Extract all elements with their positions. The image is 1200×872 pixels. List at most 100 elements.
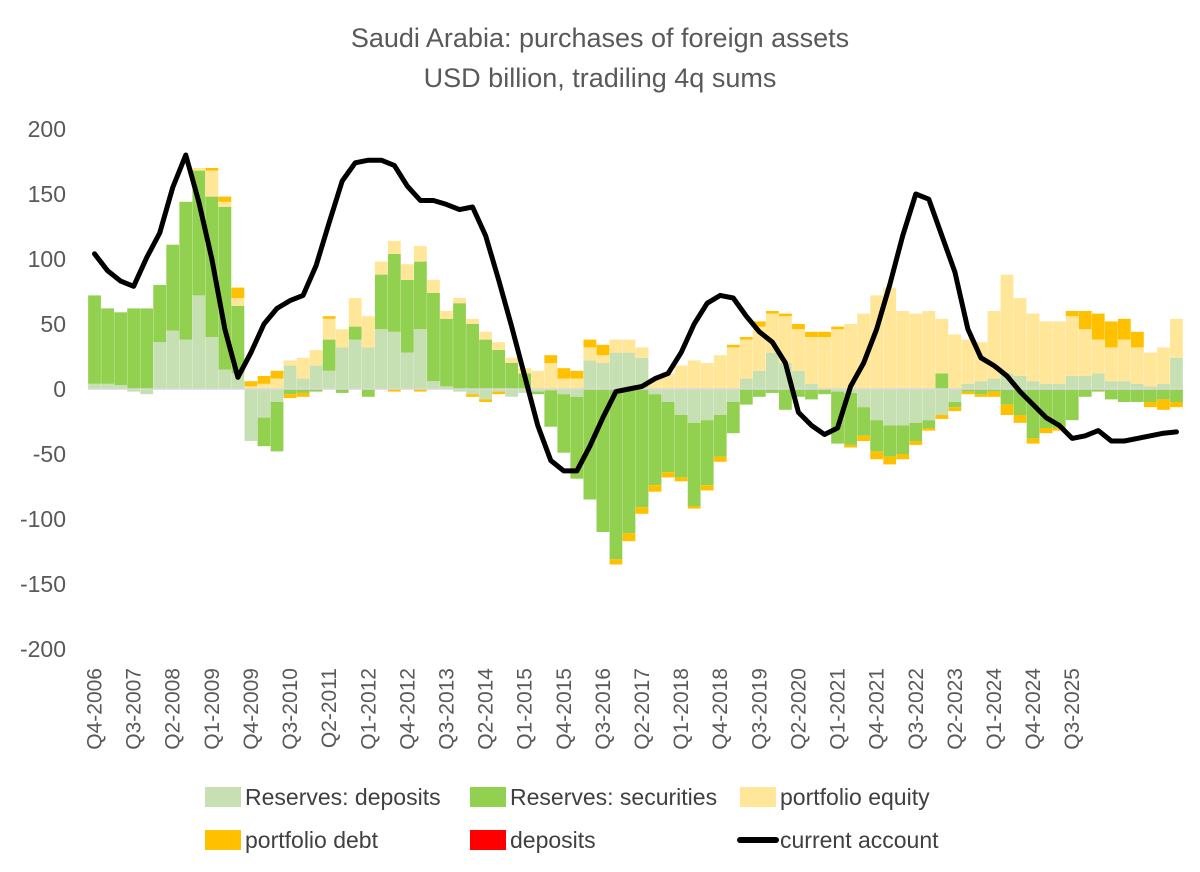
bar-segment-reserves-deposits xyxy=(309,365,323,389)
bar-segment-portfolio-debt xyxy=(1039,428,1053,434)
bar-segment-portfolio-debt xyxy=(270,370,284,379)
current-account-line-group xyxy=(92,152,1179,474)
bar-segment-reserves-deposits xyxy=(505,389,519,397)
bar-segment-portfolio-debt xyxy=(739,337,753,340)
bar-segment-portfolio-debt xyxy=(765,311,779,314)
bar-segment-portfolio-debt xyxy=(583,339,597,348)
x-tick-label: Q4-2021 xyxy=(866,668,889,750)
bar-segment-reserves-deposits xyxy=(531,389,545,392)
bar-segment-reserves-deposits xyxy=(244,389,258,441)
bar-segment-reserves-deposits xyxy=(805,383,818,389)
bar-segment-reserves-securities xyxy=(492,350,506,389)
bar-segment-portfolio-equity xyxy=(348,298,362,327)
bar-segment-reserves-deposits xyxy=(192,295,206,389)
bar-segment-reserves-securities xyxy=(870,420,884,452)
bar-segment-reserves-securities xyxy=(883,425,897,457)
bar-segment-portfolio-debt xyxy=(596,344,610,356)
bar-segment-reserves-securities xyxy=(1130,389,1144,402)
bar-segment-portfolio-debt xyxy=(283,394,297,399)
bar-segment-reserves-deposits xyxy=(231,373,245,389)
bar-segment-portfolio-equity xyxy=(831,329,844,389)
bar-segment-reserves-securities xyxy=(726,402,740,434)
bar-segment-portfolio-debt xyxy=(296,392,310,397)
bar-segment-portfolio-debt xyxy=(1000,404,1014,415)
bar-segment-reserves-securities xyxy=(505,363,519,389)
bar-segment-reserves-securities xyxy=(844,392,857,445)
x-tick-label: Q3-2016 xyxy=(592,668,615,750)
bar-segment-portfolio-equity xyxy=(479,331,492,340)
bar-segment-portfolio-debt xyxy=(1104,321,1118,348)
bar-segment-portfolio-equity xyxy=(1065,316,1079,376)
bar-segment-reserves-deposits xyxy=(557,389,571,395)
x-tick-label: Q3-2013 xyxy=(435,668,458,750)
bar-segment-portfolio-debt xyxy=(792,324,805,330)
x-tick-label: Q4-2015 xyxy=(553,668,576,750)
bar-segment-reserves-securities xyxy=(270,402,284,452)
x-tick-label: Q1-2009 xyxy=(201,668,224,750)
bar-segment-portfolio-equity xyxy=(544,363,558,389)
bar-segment-portfolio-debt xyxy=(844,444,857,448)
x-tick-label: Q1-2021 xyxy=(827,668,850,750)
bar-segment-portfolio-equity xyxy=(1013,298,1027,376)
bar-segment-reserves-deposits xyxy=(1065,376,1079,389)
bar-segment-reserves-securities xyxy=(88,295,101,384)
bar-segment-reserves-deposits xyxy=(831,389,844,392)
bar-segment-reserves-securities xyxy=(1065,389,1079,421)
bar-segment-portfolio-equity xyxy=(961,339,975,384)
bar-segment-portfolio-equity xyxy=(674,365,688,389)
bar-segment-portfolio-equity xyxy=(583,347,597,361)
legend-item: Reserves: deposits xyxy=(205,784,441,810)
bar-segment-reserves-deposits xyxy=(440,386,453,389)
bar-segment-reserves-securities xyxy=(166,244,180,331)
bar-segment-portfolio-debt xyxy=(831,326,844,330)
bar-segment-reserves-securities xyxy=(700,420,714,486)
bar-segment-reserves-deposits xyxy=(792,370,805,389)
bar-segment-portfolio-equity xyxy=(414,246,427,262)
bar-segment-reserves-securities xyxy=(674,415,688,478)
bar-segment-portfolio-debt xyxy=(1130,331,1144,348)
bar-segment-reserves-securities xyxy=(739,389,753,405)
bar-segment-portfolio-debt xyxy=(205,168,219,171)
bar-segment-portfolio-equity xyxy=(1130,347,1144,384)
x-tick-label: Q3-2007 xyxy=(123,668,146,750)
bar-segment-reserves-deposits xyxy=(140,389,154,395)
bar-segment-portfolio-debt xyxy=(870,451,884,460)
bar-segment-portfolio-debt xyxy=(244,381,258,387)
x-tick-label: Q4-2009 xyxy=(240,668,263,750)
y-tick-label: 0 xyxy=(53,376,66,402)
bar-segment-reserves-securities xyxy=(687,422,701,506)
bar-segment-portfolio-debt xyxy=(974,394,988,397)
bar-segment-portfolio-equity xyxy=(713,355,727,389)
bar-segment-portfolio-debt xyxy=(1065,311,1079,317)
bar-segment-portfolio-debt xyxy=(1091,313,1105,340)
bar-segment-portfolio-debt xyxy=(622,533,636,542)
x-tick-label: Q4-2024 xyxy=(1022,668,1045,750)
bar-segment-portfolio-debt xyxy=(909,441,923,445)
bar-segment-portfolio-debt xyxy=(805,331,818,337)
bar-segment-portfolio-equity xyxy=(739,339,753,379)
x-tick-label: Q4-2012 xyxy=(396,668,419,750)
bar-segment-reserves-deposits xyxy=(896,389,910,426)
bar-series-group xyxy=(88,168,1183,565)
bar-segment-portfolio-debt xyxy=(414,389,427,392)
bar-segment-portfolio-debt xyxy=(648,485,662,492)
bar-segment-portfolio-equity xyxy=(505,357,519,363)
bar-segment-reserves-deposits xyxy=(870,389,884,421)
bar-segment-reserves-deposits xyxy=(935,389,949,415)
bar-segment-reserves-deposits xyxy=(661,389,675,402)
bar-segment-reserves-deposits xyxy=(283,365,297,389)
bar-segment-reserves-securities xyxy=(961,389,975,392)
legend-item: Reserves: securities xyxy=(470,784,717,810)
bar-segment-reserves-securities xyxy=(1000,389,1014,405)
legend-label: Reserves: deposits xyxy=(245,784,441,810)
bar-segment-reserves-deposits xyxy=(414,329,427,389)
bar-segment-reserves-securities xyxy=(1104,389,1118,400)
bar-segment-portfolio-equity xyxy=(387,240,401,254)
bar-segment-reserves-securities xyxy=(805,389,818,400)
bar-segment-portfolio-equity xyxy=(922,311,936,389)
bar-segment-reserves-securities xyxy=(922,420,936,428)
bar-segment-portfolio-debt xyxy=(1144,402,1157,408)
x-tick-label: Q2-2014 xyxy=(475,668,498,750)
bar-segment-reserves-deposits xyxy=(1144,386,1157,389)
